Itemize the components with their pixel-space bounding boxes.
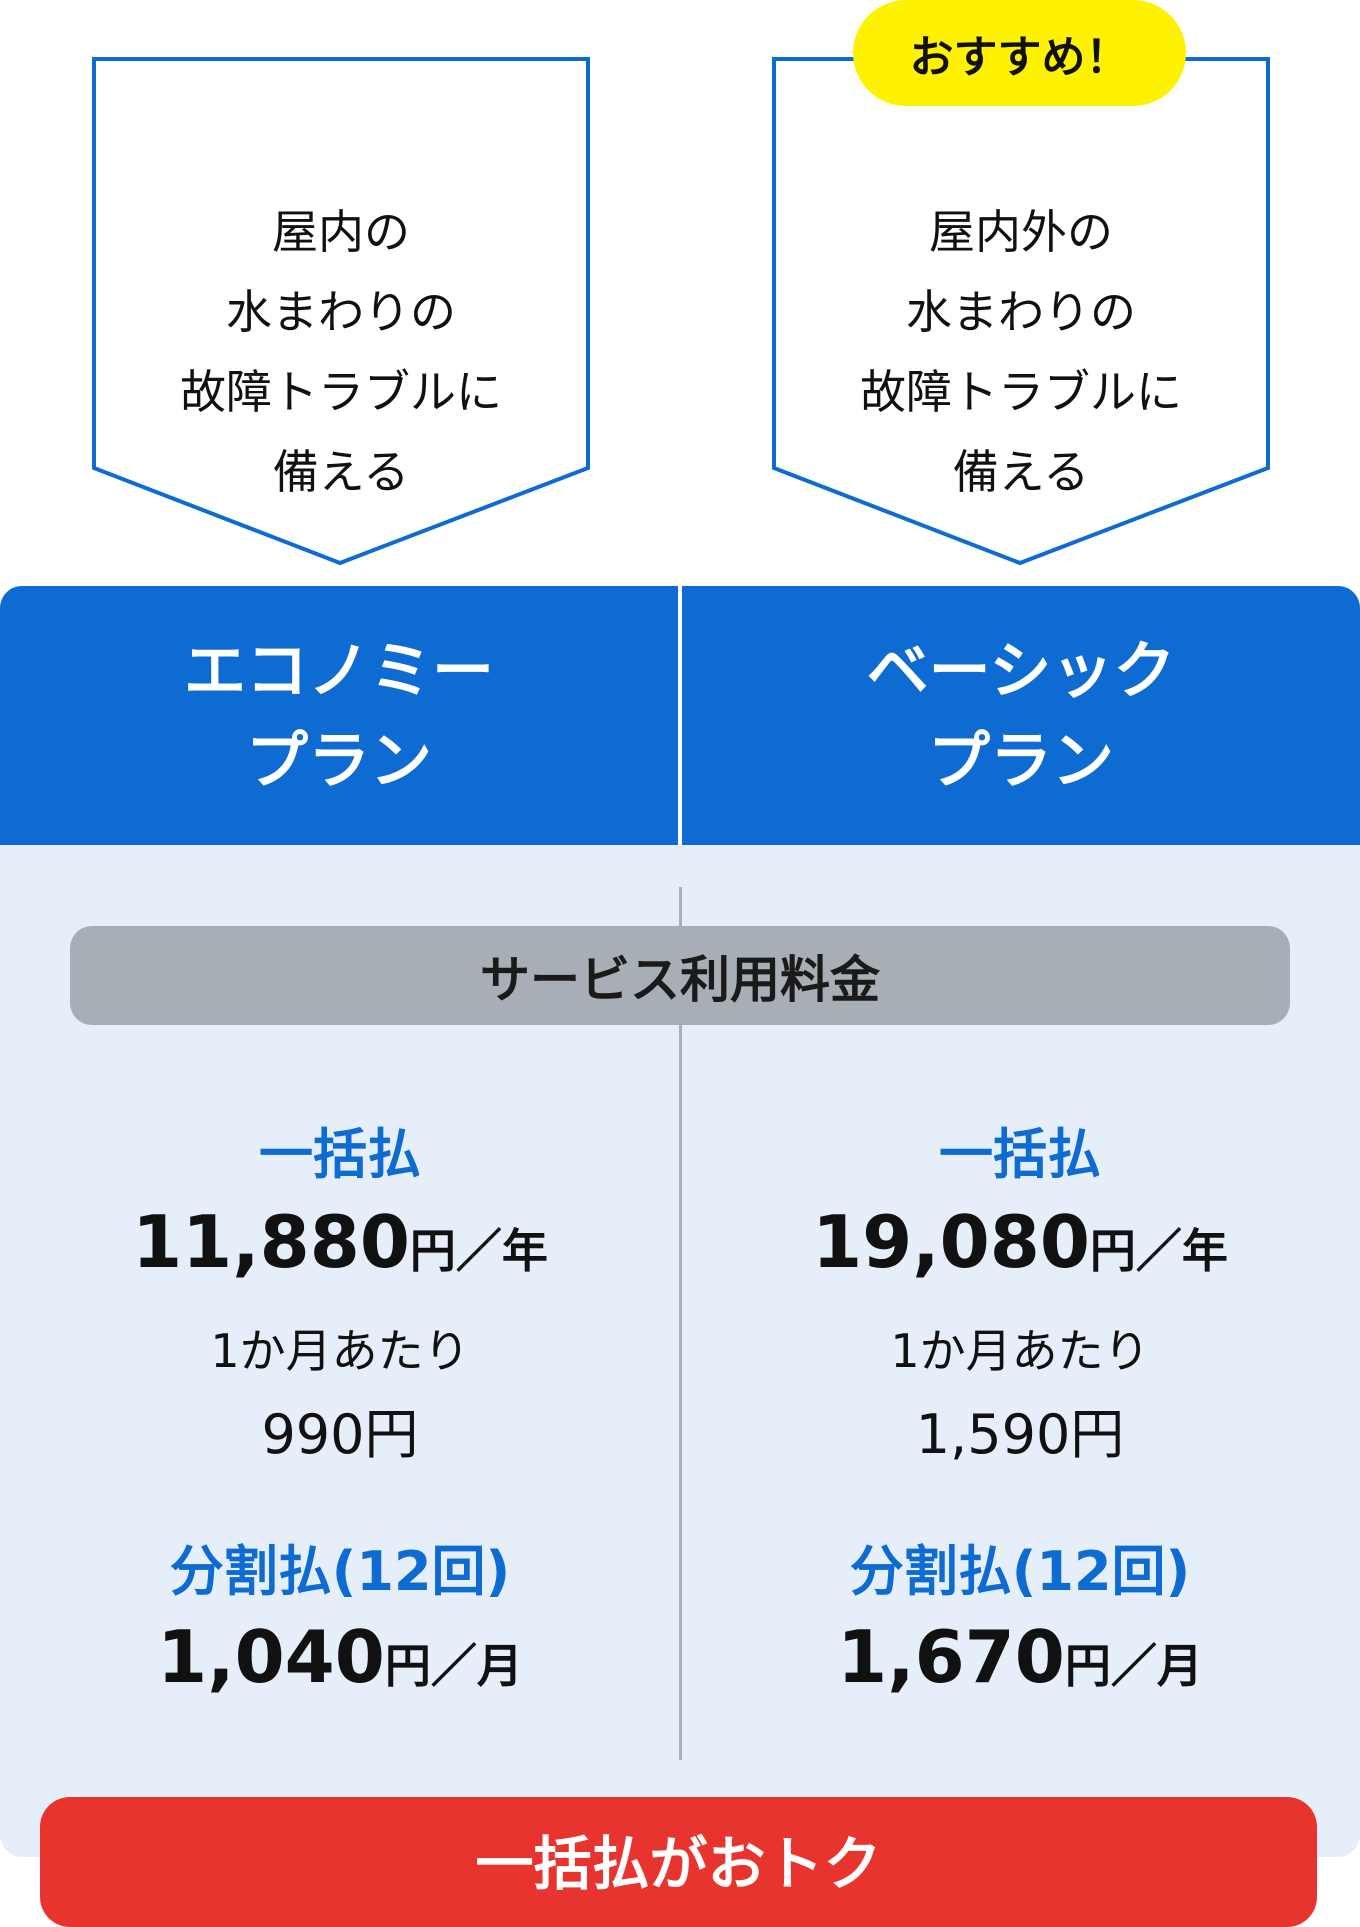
desc-line: 水まわりの	[906, 285, 1136, 339]
lump-price: 19,080円／年	[680, 1200, 1360, 1284]
installment-price-unit: 円／月	[384, 1639, 523, 1693]
service-fee-label: サービス利用料金	[70, 926, 1290, 1025]
arrow-box-outline	[92, 57, 590, 565]
desc-line: 備える	[272, 445, 410, 499]
desc-line: 故障トラブルに	[860, 365, 1182, 419]
lump-sum-deal-banner: 一括払がおトク	[40, 1797, 1317, 1927]
desc-line: 水まわりの	[226, 285, 456, 339]
basic-plan-title: ベーシック プラン	[682, 586, 1360, 845]
monthly-label: 1か月あたり	[890, 1324, 1150, 1378]
desc-line: 屋内の	[272, 205, 410, 259]
lump-price: 11,880円／年	[0, 1200, 680, 1284]
installment-label: 分割払(12回)	[169, 1540, 511, 1603]
installment-price-value: 1,670	[837, 1615, 1065, 1699]
monthly-price: 1,590円	[915, 1403, 1125, 1466]
lump-label: 一括払	[939, 1123, 1101, 1186]
lump-label: 一括払	[259, 1123, 421, 1186]
basic-description-box: 屋内外の 水まわりの 故障トラブルに 備える	[772, 57, 1270, 565]
desc-line: 備える	[952, 445, 1090, 499]
installment-price: 1,670円／月	[680, 1615, 1360, 1699]
installment-price-value: 1,040	[157, 1615, 385, 1699]
plan-name: エコノミー	[183, 633, 494, 707]
economy-description-box: 屋内の 水まわりの 故障トラブルに 備える	[92, 57, 590, 565]
pricing-panel: 一括払 11,880円／年 1か月あたり 990円 分割払(12回) 1,040…	[0, 845, 1360, 1857]
installment-label: 分割払(12回)	[849, 1540, 1191, 1603]
column-divider	[679, 887, 682, 1760]
desc-line: 故障トラブルに	[180, 365, 502, 419]
lump-price-unit: 円／年	[1089, 1224, 1228, 1278]
installment-price: 1,040円／月	[0, 1615, 680, 1699]
plan-name: プラン	[927, 723, 1114, 797]
plan-name: プラン	[245, 723, 432, 797]
monthly-price: 990円	[261, 1403, 419, 1466]
monthly-label: 1か月あたり	[210, 1324, 470, 1378]
recommended-badge: おすすめ！	[853, 0, 1186, 106]
lump-price-value: 19,080	[812, 1200, 1090, 1284]
plan-header: エコノミープラン ベーシックプラン	[0, 586, 1360, 845]
installment-price-unit: 円／月	[1064, 1639, 1203, 1693]
lump-price-unit: 円／年	[409, 1224, 548, 1278]
plan-name: ベーシック	[866, 633, 1176, 707]
desc-line: 屋内外の	[929, 205, 1113, 259]
economy-plan-title: エコノミー プラン	[0, 586, 678, 845]
header-divider	[678, 586, 682, 845]
lump-price-value: 11,880	[132, 1200, 410, 1284]
